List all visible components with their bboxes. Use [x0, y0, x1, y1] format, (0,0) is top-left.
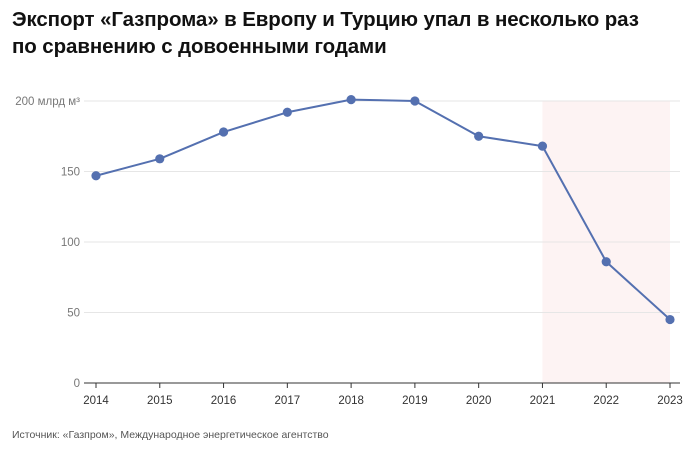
data-point — [601, 257, 611, 267]
data-point — [537, 141, 548, 151]
x-tick-label: 2022 — [593, 395, 619, 407]
data-point — [410, 96, 420, 106]
data-point — [346, 94, 356, 105]
x-tick-label: 2018 — [338, 395, 364, 407]
x-tick-label: 2014 — [83, 395, 109, 407]
y-tick-label: 50 — [67, 308, 80, 320]
series-line — [95, 98, 671, 321]
x-tick-label: 2023 — [657, 395, 683, 407]
y-tick-label: 100 — [61, 237, 80, 249]
y-tick-label: 200 млрд м³ — [15, 96, 80, 108]
x-tick-label: 2015 — [147, 395, 173, 407]
source-note: Источник: «Газпром», Международное энерг… — [12, 429, 329, 441]
x-tick-label: 2019 — [402, 395, 428, 407]
x-tick-label: 2016 — [211, 395, 237, 407]
data-point — [218, 127, 229, 137]
chart-title-line-1: Экспорт «Газпрома» в Европу и Турцию упа… — [12, 8, 639, 31]
x-tick-label: 2020 — [466, 395, 492, 407]
data-point — [665, 314, 675, 325]
data-point — [474, 131, 484, 141]
y-tick-label: 0 — [74, 378, 80, 390]
x-tick-label: 2017 — [275, 395, 301, 407]
data-point — [282, 107, 292, 117]
chart-title-line-2: по сравнению с довоенными годами — [12, 35, 387, 58]
y-tick-label: 150 — [61, 167, 80, 179]
x-tick-label: 2021 — [530, 395, 556, 407]
data-point — [155, 154, 165, 164]
chart-title: Экспорт «Газпрома» в Европу и Турцию упа… — [12, 6, 692, 60]
data-point — [91, 171, 101, 181]
